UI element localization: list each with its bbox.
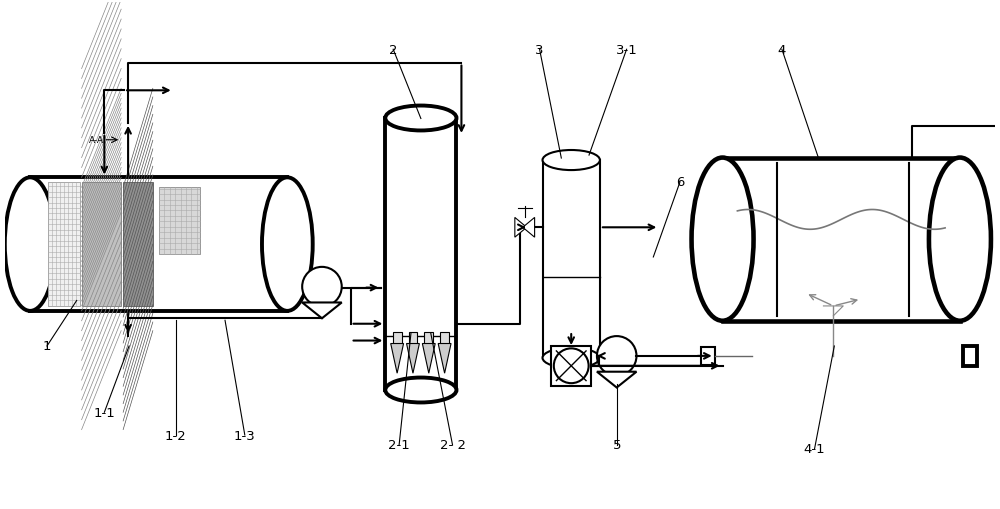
- Polygon shape: [302, 303, 342, 319]
- Ellipse shape: [543, 151, 600, 171]
- Circle shape: [302, 267, 342, 307]
- Text: 4: 4: [778, 44, 786, 56]
- Bar: [123, 183, 153, 306]
- Circle shape: [597, 336, 636, 376]
- Ellipse shape: [385, 106, 456, 131]
- Text: 3-1: 3-1: [616, 44, 637, 56]
- Bar: [424, 332, 433, 344]
- Ellipse shape: [692, 158, 754, 321]
- Text: 1-2: 1-2: [165, 429, 186, 442]
- Polygon shape: [422, 344, 435, 374]
- Bar: [48, 183, 80, 306]
- Bar: [440, 332, 449, 344]
- Polygon shape: [523, 218, 535, 238]
- Bar: [393, 332, 402, 344]
- Polygon shape: [438, 344, 451, 374]
- Bar: [409, 332, 417, 344]
- Ellipse shape: [5, 178, 56, 312]
- Bar: [385, 119, 456, 390]
- Text: 1-1: 1-1: [93, 406, 115, 419]
- Bar: [723, 158, 960, 321]
- Polygon shape: [515, 218, 527, 238]
- Text: A-A: A-A: [89, 136, 104, 145]
- Bar: [543, 161, 600, 358]
- Text: 1: 1: [43, 340, 51, 353]
- Polygon shape: [407, 344, 419, 374]
- Bar: [701, 347, 715, 365]
- Text: 2: 2: [389, 44, 397, 56]
- Ellipse shape: [929, 158, 991, 321]
- Bar: [30, 178, 287, 312]
- Ellipse shape: [385, 378, 456, 403]
- Text: 5: 5: [612, 439, 621, 451]
- Polygon shape: [597, 372, 636, 388]
- Text: 1-3: 1-3: [234, 429, 256, 442]
- Polygon shape: [391, 344, 404, 374]
- Bar: [963, 346, 977, 366]
- Ellipse shape: [262, 178, 313, 312]
- Bar: [551, 346, 591, 386]
- Bar: [159, 188, 200, 254]
- Text: 2-1: 2-1: [388, 439, 410, 451]
- Bar: [82, 183, 121, 306]
- Ellipse shape: [543, 348, 600, 368]
- Text: 4-1: 4-1: [804, 442, 825, 456]
- Text: 2- 2: 2- 2: [440, 439, 466, 451]
- Text: 3: 3: [535, 44, 544, 56]
- Text: 6: 6: [676, 176, 684, 189]
